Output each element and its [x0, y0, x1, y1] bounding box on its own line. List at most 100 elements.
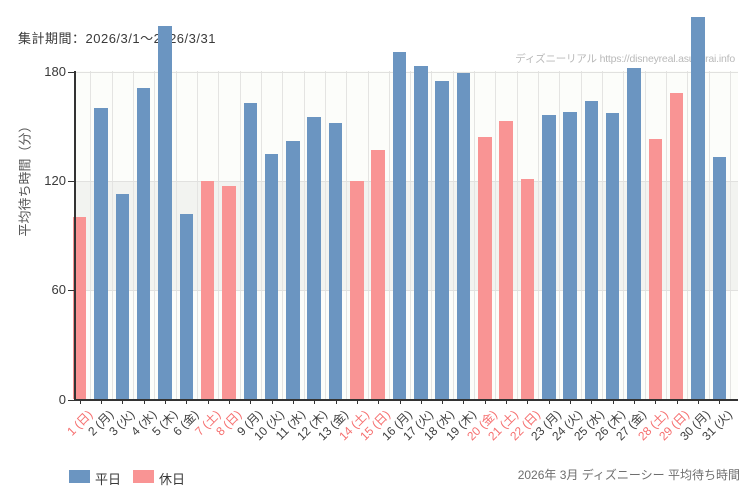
v-gridline: [218, 71, 220, 400]
y-axis-line: [74, 71, 76, 401]
v-gridline: [687, 71, 689, 400]
x-tick-23: [548, 399, 550, 404]
chart-caption: 2026年 3月 ディズニーシー 平均待ち時間: [517, 468, 740, 482]
x-tick-8: [228, 399, 230, 404]
x-tick-30: [697, 399, 699, 404]
v-gridline: [516, 71, 518, 400]
legend-swatch-weekday: [69, 470, 90, 483]
x-tick-20: [484, 399, 486, 404]
bar-day-8: [222, 186, 236, 400]
y-tick-60: [68, 290, 74, 292]
v-gridline: [644, 71, 646, 400]
v-gridline: [580, 71, 582, 400]
x-tick-11: [292, 399, 294, 404]
bar-day-22: [520, 179, 535, 400]
v-gridline: [623, 71, 625, 400]
y-tick-120: [68, 180, 74, 182]
bar-day-25: [584, 100, 599, 400]
legend-label-holiday: 休日: [159, 472, 186, 487]
bar-day-6: [179, 213, 193, 400]
bar-day-5: [158, 26, 172, 400]
v-gridline: [559, 71, 561, 400]
x-tick-26: [612, 399, 614, 404]
v-gridline: [410, 71, 412, 400]
v-gridline: [133, 71, 134, 400]
bar-day-2: [94, 108, 108, 400]
x-tick-5: [164, 399, 166, 404]
bar-day-17: [414, 66, 428, 400]
bar-day-18: [435, 80, 449, 400]
v-gridline: [196, 71, 198, 400]
v-gridline: [602, 71, 603, 400]
v-gridline: [111, 71, 113, 400]
v-gridline: [90, 71, 92, 400]
v-gridline: [729, 71, 731, 400]
bar-day-23: [542, 115, 556, 400]
v-gridline: [708, 71, 710, 400]
x-tick-19: [463, 399, 465, 404]
bar-day-30: [691, 16, 705, 400]
bar-day-21: [499, 120, 513, 400]
x-axis-line: [75, 399, 738, 401]
v-gridline: [324, 71, 326, 400]
y-gridline-60: [75, 290, 738, 292]
legend-label-weekday: 平日: [95, 472, 122, 487]
v-gridline: [303, 71, 305, 400]
v-gridline: [260, 71, 262, 400]
watermark: ディズニーリアル https://disneyreal.asumirai.inf…: [515, 53, 735, 65]
x-tick-9: [250, 399, 252, 404]
bar-day-1: [72, 217, 87, 400]
x-tick-31: [719, 399, 721, 404]
bar-day-27: [627, 67, 641, 400]
bar-day-7: [200, 180, 215, 400]
bar-day-13: [328, 122, 343, 400]
y-tick-label-180: 180: [44, 63, 66, 79]
x-tick-1: [79, 399, 81, 404]
v-gridline: [666, 71, 667, 400]
bar-day-19: [456, 73, 471, 400]
y-tick-180: [68, 71, 74, 73]
x-tick-21: [506, 399, 508, 404]
v-gridline: [431, 71, 433, 400]
y-gridline-180: [75, 71, 738, 73]
x-tick-15: [378, 399, 380, 404]
x-tick-6: [186, 399, 188, 404]
v-gridline: [538, 71, 539, 400]
x-tick-24: [570, 399, 571, 404]
y-tick-label-0: 0: [58, 391, 66, 407]
bar-day-28: [648, 138, 662, 400]
x-tick-16: [399, 399, 401, 404]
x-tick-28: [655, 399, 657, 404]
x-tick-7: [207, 399, 209, 404]
v-gridline: [175, 71, 177, 400]
legend-swatch-holiday: [133, 470, 154, 483]
x-tick-2: [101, 399, 102, 404]
bar-day-4: [136, 87, 151, 400]
v-gridline: [474, 71, 476, 400]
y-tick-label-60: 60: [51, 282, 66, 298]
x-tick-18: [442, 399, 444, 404]
x-tick-25: [591, 399, 593, 404]
bar-day-11: [286, 140, 300, 400]
x-tick-12: [314, 399, 316, 404]
v-gridline: [495, 71, 497, 400]
x-tick-10: [271, 399, 273, 404]
v-gridline: [452, 71, 454, 400]
x-tick-4: [143, 399, 145, 404]
bar-day-24: [563, 111, 577, 400]
x-tick-14: [356, 399, 358, 404]
v-gridline: [239, 71, 241, 400]
bar-day-10: [264, 153, 279, 400]
y-tick-label-120: 120: [44, 172, 66, 188]
x-tick-3: [122, 399, 124, 404]
bar-day-29: [669, 93, 684, 400]
bar-day-3: [115, 193, 129, 400]
v-gridline: [282, 71, 284, 400]
bar-day-14: [350, 180, 364, 400]
x-tick-29: [676, 399, 678, 404]
v-gridline: [388, 71, 390, 400]
bar-day-15: [371, 149, 385, 400]
bar-day-16: [392, 51, 407, 400]
